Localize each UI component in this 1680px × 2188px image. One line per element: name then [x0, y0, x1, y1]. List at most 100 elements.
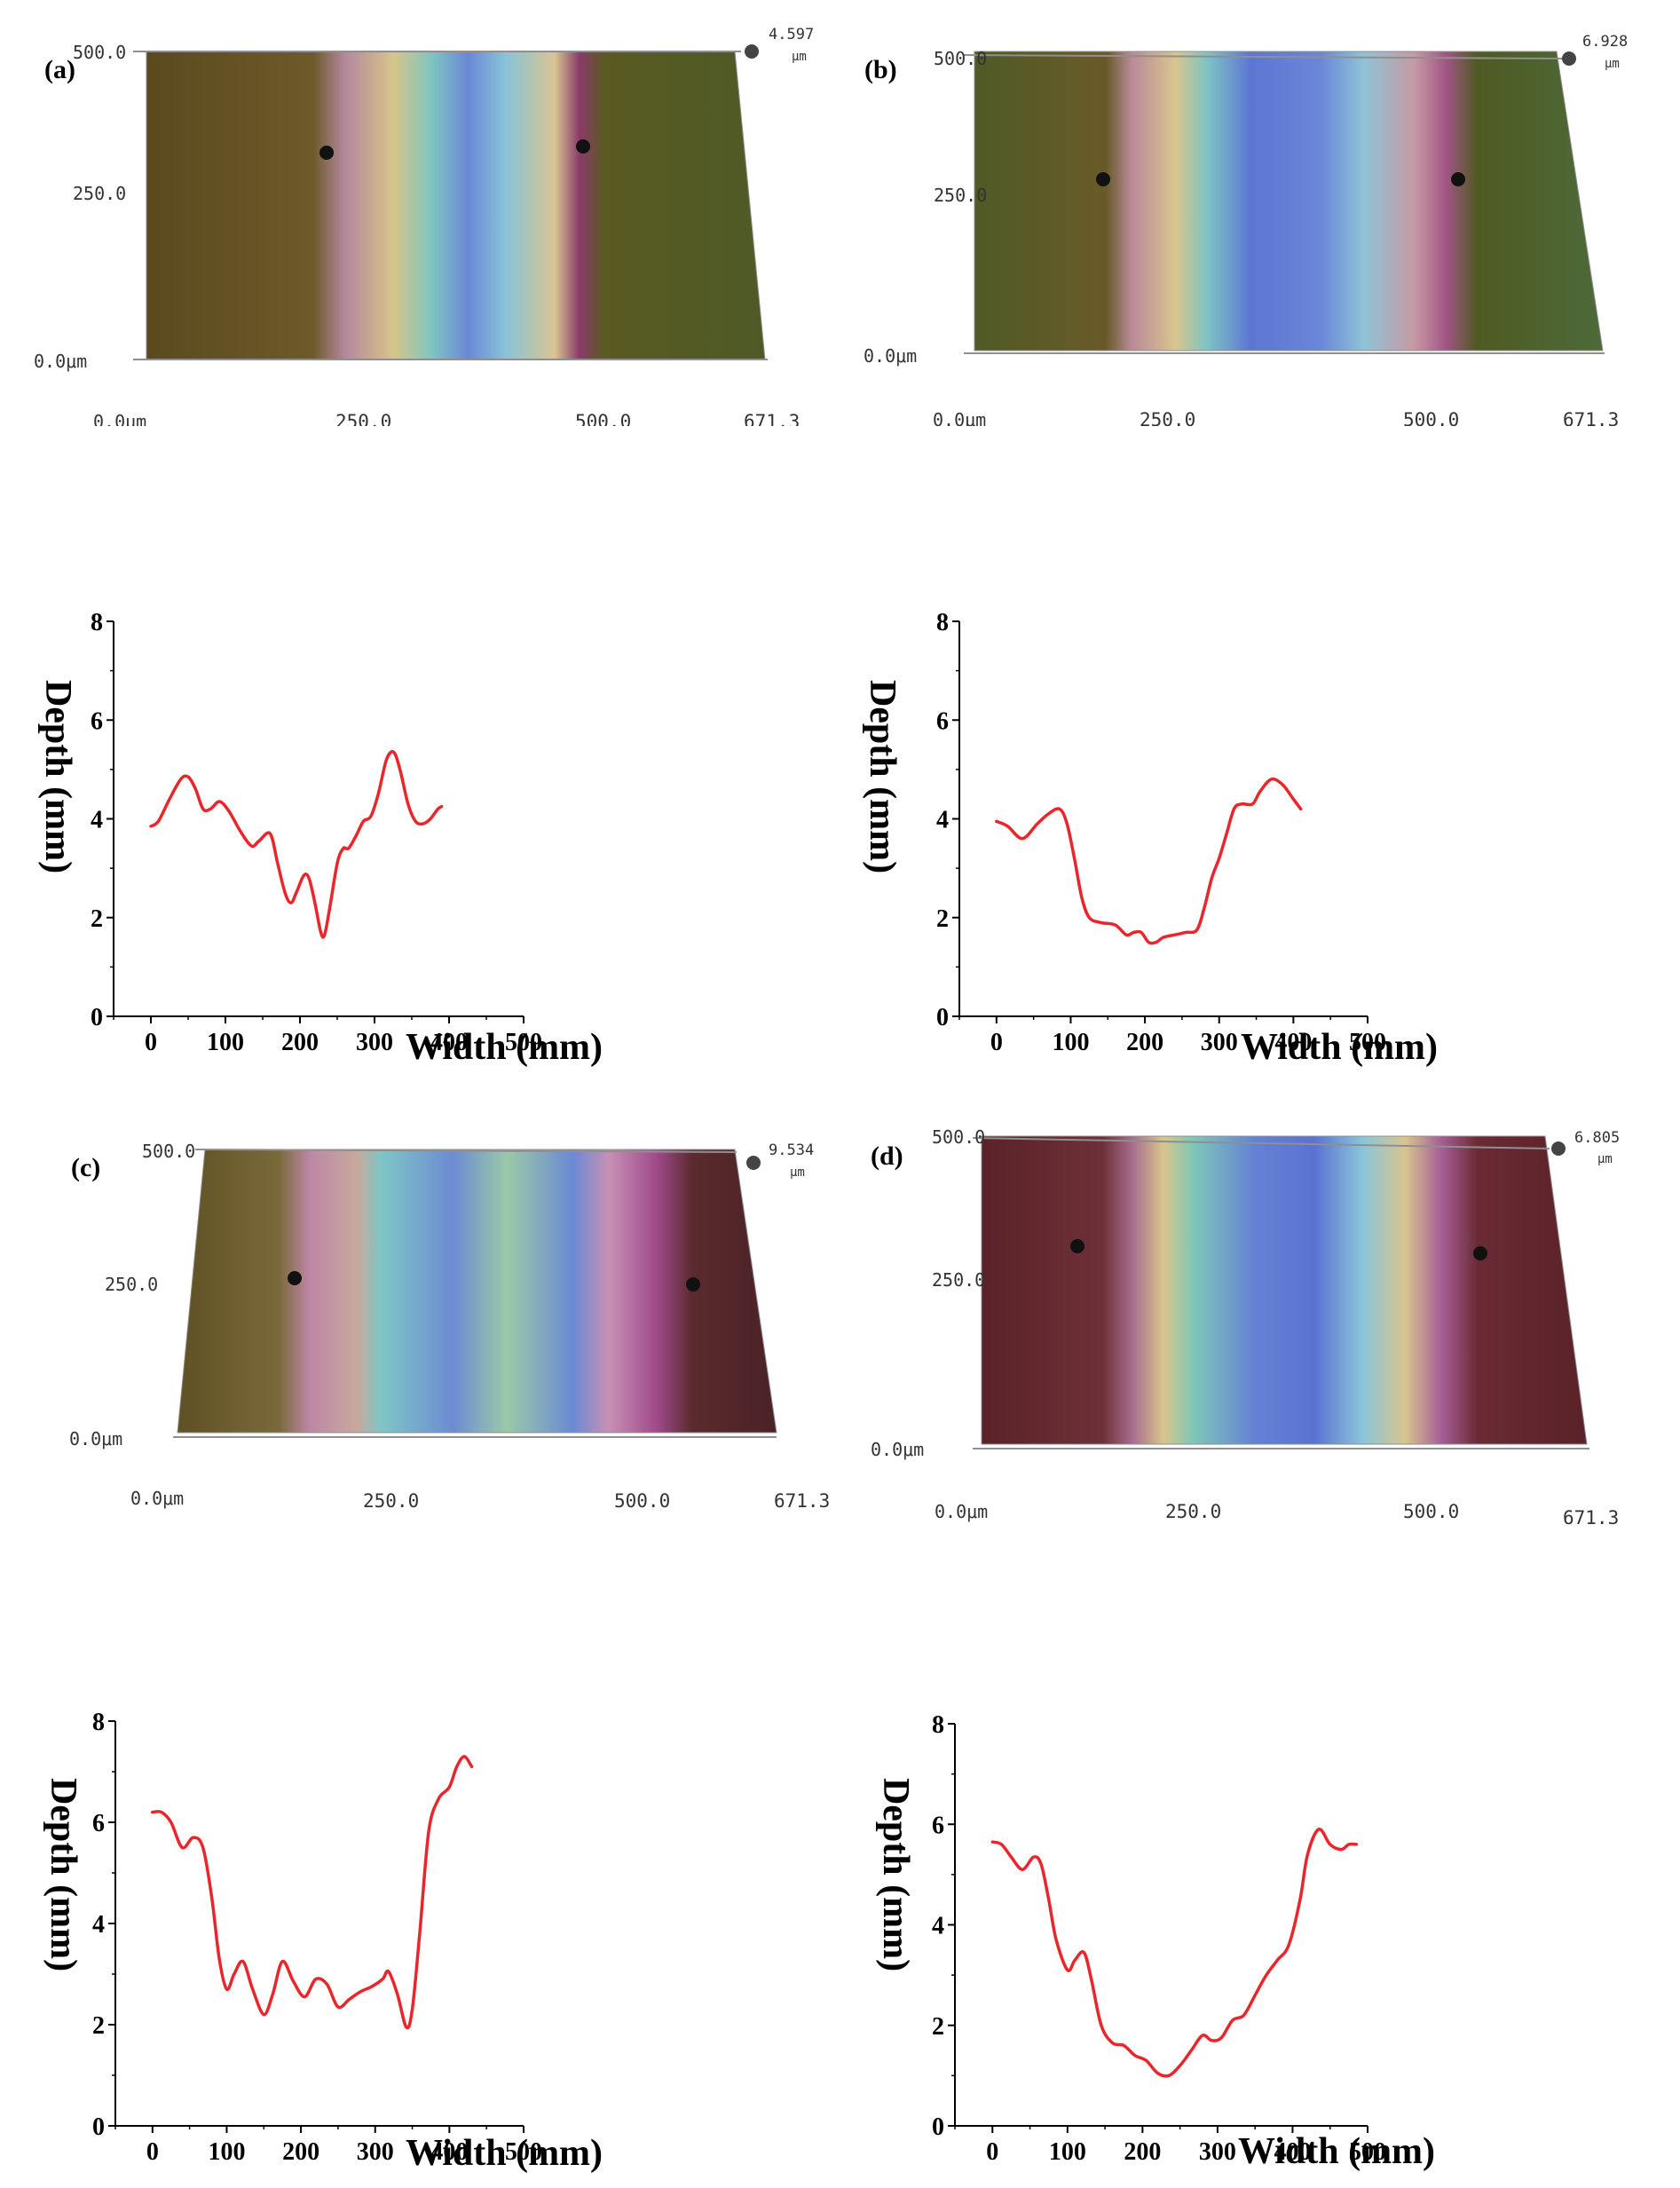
z-scale-marker	[746, 1156, 761, 1170]
x-tick-label: 300	[357, 2138, 394, 2166]
x-axis-title-a: Width (mm)	[406, 1027, 603, 1068]
plot-area: 0 2 4 6 8 0 100 200 300 400 500	[932, 1711, 1386, 2166]
x-tick-label: 200	[1126, 1029, 1163, 1056]
z-max-label: 6.928	[1582, 33, 1628, 51]
z-unit-label: μm	[792, 50, 807, 64]
x-tick-label: 500	[505, 2138, 542, 2166]
x-axis-title-d: Width (mm)	[1238, 2131, 1435, 2172]
x-axis-title-c: Width (mm)	[406, 2133, 603, 2174]
z-max-label: 6.805	[1574, 1129, 1620, 1147]
panel-d: (d) 500.0 250.0 0.0μm 0.0μm 250.0 500.0 …	[840, 1094, 1680, 2188]
y-tick-label: 8	[91, 609, 103, 636]
x-tick-label: 0	[145, 1029, 157, 1056]
z-scale-marker	[1562, 51, 1576, 66]
panel-b: (b) 500.0 250.0 0.0μm 0.0μm 250.0 500.0 …	[840, 0, 1680, 1094]
y-tick-label: 0	[936, 1004, 949, 1031]
panel-label-b: (b)	[864, 55, 897, 84]
y-tick-500: 500.0	[142, 1141, 195, 1162]
y-tick-label: 8	[936, 609, 949, 636]
surface-map-a: (a) 500.0 250.0 0.0μm 0.0μm 250.0 500.0 …	[0, 0, 840, 426]
depth-profile-line	[151, 1755, 474, 2030]
y-tick-label: 0	[932, 2113, 944, 2141]
y-tick-label: 2	[92, 2012, 105, 2040]
x-tick-500: 500.0	[1403, 409, 1459, 426]
cursor-marker-right	[1473, 1246, 1487, 1260]
z-unit-label: μm	[1597, 1152, 1613, 1166]
depth-profile-line	[149, 749, 444, 939]
surface-map-b: (b) 500.0 250.0 0.0μm 0.0μm 250.0 500.0 …	[840, 0, 1680, 426]
x-axis-title-b: Width (mm)	[1241, 1027, 1438, 1068]
cursor-marker-right	[1451, 172, 1465, 186]
x-tick-500: 500.0	[575, 411, 631, 426]
cursor-marker-left	[1096, 172, 1110, 186]
x-tick-label: 100	[1049, 2138, 1086, 2166]
z-max-label: 9.534	[769, 1141, 814, 1159]
z-scale-marker	[745, 44, 759, 59]
x-tick-671: 671.3	[744, 411, 800, 426]
y-tick-250: 250.0	[934, 185, 987, 206]
chart-b: Depth (mm) Width (mm) 0 2 4 6 8 0 100 200 300 400…	[862, 609, 1438, 1068]
x-tick-label: 0	[986, 2138, 998, 2166]
x-tick-500: 500.0	[1403, 1501, 1459, 1522]
x-tick-250: 250.0	[1165, 1501, 1221, 1522]
surface-map-c: (c) 500.0 250.0 0.0μm 0.0μm 250.0 500.0 …	[0, 1094, 840, 1528]
y-tick-label: 6	[936, 707, 949, 735]
z-scale-marker	[1551, 1141, 1566, 1156]
x-tick-label: 400	[430, 1029, 468, 1056]
x-tick-500: 500.0	[614, 1490, 670, 1512]
x-tick-label: 300	[356, 1029, 393, 1056]
svg-text:Depth (mm): Depth (mm)	[862, 680, 903, 873]
cursor-marker-left	[1070, 1239, 1085, 1253]
x-tick-0: 0.0μm	[93, 411, 146, 426]
y-tick-0: 0.0μm	[864, 345, 917, 367]
y-tick-250: 250.0	[932, 1269, 985, 1291]
y-tick-label: 4	[92, 1911, 105, 1939]
x-tick-0: 0.0μm	[933, 409, 986, 426]
y-tick-0: 0.0μm	[871, 1439, 924, 1460]
y-tick-250: 250.0	[105, 1274, 158, 1295]
y-tick-label: 6	[932, 1812, 944, 1839]
y-tick-500: 500.0	[932, 1126, 985, 1148]
depth-profile-line	[990, 1828, 1359, 2078]
y-tick-label: 4	[91, 807, 103, 834]
y-tick-label: 8	[92, 1709, 105, 1736]
x-tick-250: 250.0	[335, 411, 391, 426]
z-unit-label: μm	[1605, 57, 1620, 71]
chart-a: Depth (mm) Width (mm) 0 2 4 6 8 0 100 200 300 400…	[37, 609, 603, 1068]
x-tick-label: 200	[282, 2138, 319, 2166]
panel-a: (a) 500.0 250.0 0.0μm 0.0μm 250.0 500.0 …	[0, 0, 840, 1094]
y-tick-0: 0.0μm	[69, 1428, 122, 1449]
x-tick-label: 400	[1274, 2138, 1311, 2166]
x-tick-250: 250.0	[363, 1490, 419, 1512]
x-tick-label: 400	[1274, 1029, 1312, 1056]
x-tick-label: 300	[1199, 2138, 1236, 2166]
x-tick-671: 671.3	[1563, 1507, 1619, 1528]
plot-area: 0 2 4 6 8 0 100 200 300 400 500	[91, 609, 542, 1056]
panel-label-d: (d)	[871, 1141, 903, 1171]
y-tick-label: 4	[936, 807, 949, 834]
x-tick-label: 500	[1349, 2138, 1386, 2166]
y-tick-label: 2	[932, 2013, 944, 2041]
y-tick-label: 6	[92, 1810, 105, 1837]
cursor-marker-right	[576, 139, 590, 154]
x-tick-0: 0.0μm	[130, 1488, 184, 1509]
y-tick-label: 2	[91, 905, 103, 933]
y-axis-title-a: Depth (mm)	[37, 680, 78, 873]
y-tick-label: 6	[91, 707, 103, 735]
y-tick-0: 0.0μm	[34, 351, 87, 372]
z-max-label: 4.597	[769, 26, 814, 43]
y-tick-500: 500.0	[934, 48, 987, 69]
cursor-marker-left	[288, 1271, 302, 1285]
svg-text:Depth (mm): Depth (mm)	[37, 680, 78, 873]
y-tick-250: 250.0	[73, 183, 126, 204]
depth-profile-line	[995, 777, 1303, 945]
x-tick-label: 200	[281, 1029, 319, 1056]
x-tick-label: 500	[505, 1029, 542, 1056]
panel-c: (c) 500.0 250.0 0.0μm 0.0μm 250.0 500.0 …	[0, 1094, 840, 2188]
y-tick-500: 500.0	[73, 42, 126, 63]
surface-map-d: (d) 500.0 250.0 0.0μm 0.0μm 250.0 500.0 …	[840, 1094, 1680, 1528]
x-tick-label: 400	[430, 2138, 468, 2166]
x-tick-label: 500	[1349, 1029, 1386, 1056]
plot-area: 0 2 4 6 8 0 100 200 300 400 500	[92, 1709, 542, 2166]
panel-label-a: (a)	[44, 55, 75, 84]
